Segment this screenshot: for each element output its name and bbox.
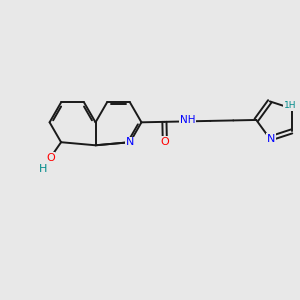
Text: O: O <box>160 137 169 147</box>
Text: N: N <box>267 134 275 143</box>
Text: H: H <box>39 164 47 174</box>
Text: NH: NH <box>180 115 195 125</box>
Text: N: N <box>126 137 134 147</box>
Text: 1H: 1H <box>284 101 296 110</box>
Text: O: O <box>46 153 55 163</box>
